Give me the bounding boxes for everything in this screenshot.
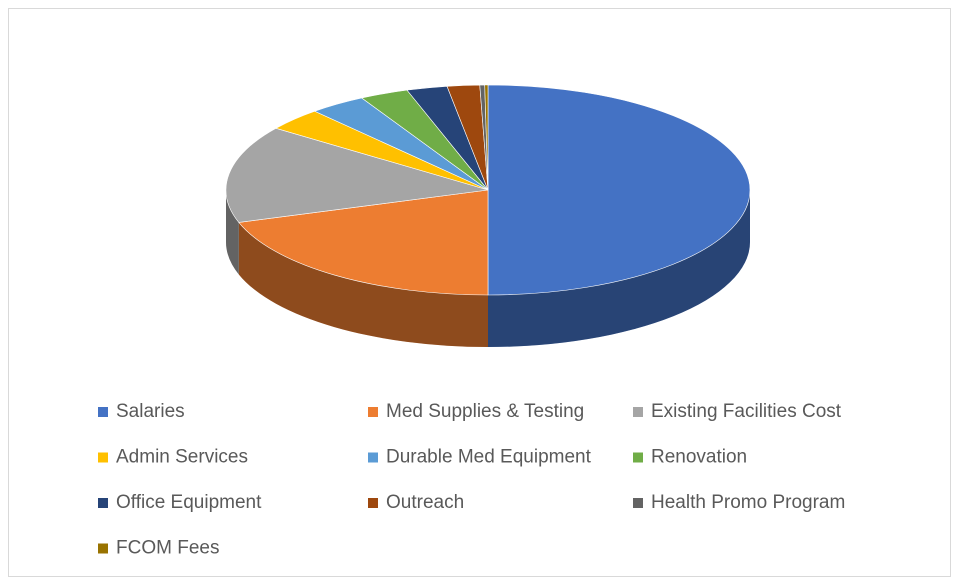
- legend-swatch: [633, 498, 643, 508]
- legend-label: Outreach: [386, 492, 464, 513]
- legend-label: Durable Med Equipment: [386, 447, 592, 468]
- legend-swatch: [633, 407, 643, 417]
- slice-side: [488, 190, 750, 347]
- slice-side: [226, 190, 239, 275]
- legend-swatch: [98, 407, 108, 417]
- slice: [238, 189, 489, 296]
- legend-swatch: [98, 498, 108, 508]
- slice-side: [238, 222, 488, 347]
- legend-swatch: [98, 543, 108, 554]
- slice: [484, 84, 489, 191]
- legend-label: Salaries: [116, 401, 185, 422]
- legend-label: Renovation: [651, 447, 747, 468]
- legend-label: Health Promo Program: [651, 492, 845, 513]
- legend-swatch: [633, 452, 643, 463]
- legend-swatch: [368, 498, 378, 508]
- slice-side-shade: [238, 222, 488, 347]
- legend-label: Admin Services: [116, 447, 248, 468]
- legend-label: Med Supplies & Testing: [386, 401, 584, 422]
- legend-swatch: [368, 407, 378, 417]
- legend-swatch: [98, 452, 108, 463]
- slice-side-shade: [488, 190, 750, 347]
- legend-label: Existing Facilities Cost: [651, 401, 842, 422]
- slice: [225, 127, 489, 223]
- slice: [487, 84, 751, 296]
- slice-side-shade: [226, 190, 239, 275]
- legend-label: Office Equipment: [116, 492, 262, 513]
- legend-label: FCOM Fees: [116, 538, 219, 559]
- legend-swatch: [368, 452, 378, 463]
